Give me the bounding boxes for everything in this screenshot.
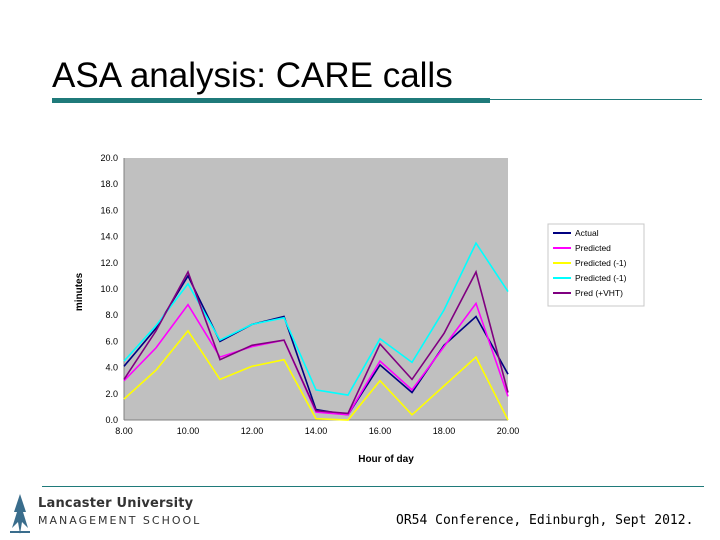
y-tick-label: 18.0: [100, 179, 118, 189]
y-tick-label: 8.0: [105, 310, 118, 320]
x-tick-label: 16.00: [369, 426, 392, 436]
series-line-2: [123, 329, 509, 421]
series-line-3: [123, 241, 509, 396]
x-tick-label: 12.00: [241, 426, 264, 436]
title-underline-thick: [52, 98, 490, 103]
asa-line-chart: 0.0 2.0 4.0 6.0 8.0 10.0 12.0 14.0 16.0 18.0 20.0 …: [66, 140, 666, 470]
y-tick-labels: 0.0 2.0 4.0 6.0 8.0 10.0 12.0 14.0 16.0 18.0 20.0: [100, 153, 118, 425]
lancaster-logo: Lancaster University Management School: [6, 492, 199, 536]
logo-school-name: Management School: [38, 514, 202, 527]
series-line-4: [123, 269, 509, 415]
logo-emblem-icon: [10, 494, 30, 534]
legend-entry: Predicted (-1): [575, 273, 627, 283]
y-tick-label: 6.0: [105, 336, 118, 346]
y-tick-label: 4.0: [105, 363, 118, 373]
legend-entry: Predicted: [575, 243, 611, 253]
footer-rule: [42, 486, 704, 487]
x-axis-label: Hour of day: [358, 454, 414, 465]
legend-entry: Pred (+VHT): [575, 288, 623, 298]
footer-conference: OR54 Conference, Edinburgh, Sept 2012.: [396, 513, 694, 528]
x-tick-label: 18.00: [433, 426, 456, 436]
y-tick-label: 12.0: [100, 258, 118, 268]
x-tick-label: 20.00: [497, 426, 520, 436]
chart-legend: Actual Predicted Predicted (-1) Predicted (…: [547, 223, 645, 307]
y-tick-label: 10.0: [100, 284, 118, 294]
series-line-1: [123, 301, 509, 416]
y-tick-label: 20.0: [100, 153, 118, 163]
x-tick-label: 10.00: [177, 426, 200, 436]
logo-university-name: Lancaster University: [38, 496, 194, 511]
legend-box: [547, 223, 645, 307]
title-underline-thin: [490, 99, 702, 100]
x-tick-label: 8.00: [115, 426, 133, 436]
series-lines: [123, 241, 509, 421]
x-tick-labels: 8.00 10.00 12.00 14.00 16.00 18.00 20.00: [115, 426, 519, 436]
legend-entry: Actual: [575, 228, 599, 238]
chart-svg: 0.02.04.06.08.010.012.014.016.018.020.0 …: [74, 153, 645, 465]
y-axis-label: minutes: [74, 272, 85, 311]
plot-area: [124, 158, 508, 420]
y-tick-label: 2.0: [105, 389, 118, 399]
y-tick-label: 16.0: [100, 205, 118, 215]
y-tick-label: 0.0: [105, 415, 118, 425]
x-tick-label: 14.00: [305, 426, 328, 436]
y-tick-label: 14.0: [100, 232, 118, 242]
slide-title: ASA analysis: CARE calls: [52, 56, 453, 95]
legend-entry: Predicted (-1): [575, 258, 627, 268]
